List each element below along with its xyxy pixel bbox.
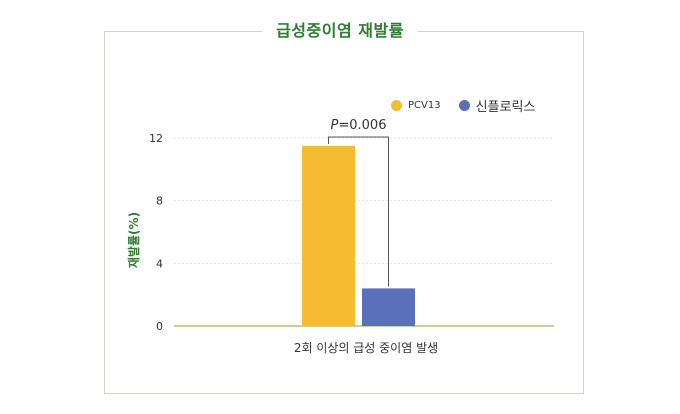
y-tick-label-12: 12 xyxy=(149,132,163,145)
chart-title: 급성중이염 재발률 xyxy=(262,17,418,45)
y-tick-label-8: 8 xyxy=(156,195,163,208)
p-value-annotation: P=0.006 xyxy=(331,118,387,133)
legend-label-synflorix: 신플로릭스 xyxy=(475,100,536,115)
legend-item-pcv13: PCV13 xyxy=(391,100,441,111)
p-value-italic: P xyxy=(331,118,339,133)
legend-label-pcv13: PCV13 xyxy=(408,100,441,111)
legend-swatch-synflorix xyxy=(458,100,470,111)
y-tick-label-0: 0 xyxy=(156,320,163,333)
y-tick-label-4: 4 xyxy=(156,257,163,270)
legend-swatch-pcv13 xyxy=(391,100,402,111)
y-axis-label: 재발률(%) xyxy=(126,212,141,268)
significance-bracket xyxy=(328,136,389,287)
legend: PCV13 신플로릭스 xyxy=(391,96,553,115)
bar-pcv13 xyxy=(302,145,355,326)
bar-synflorix xyxy=(362,288,415,326)
legend-item-synflorix: 신플로릭스 xyxy=(458,96,536,115)
x-category-label: 2회 이상의 급성 중이염 발생 xyxy=(294,341,438,355)
p-value-text: =0.006 xyxy=(338,118,386,133)
